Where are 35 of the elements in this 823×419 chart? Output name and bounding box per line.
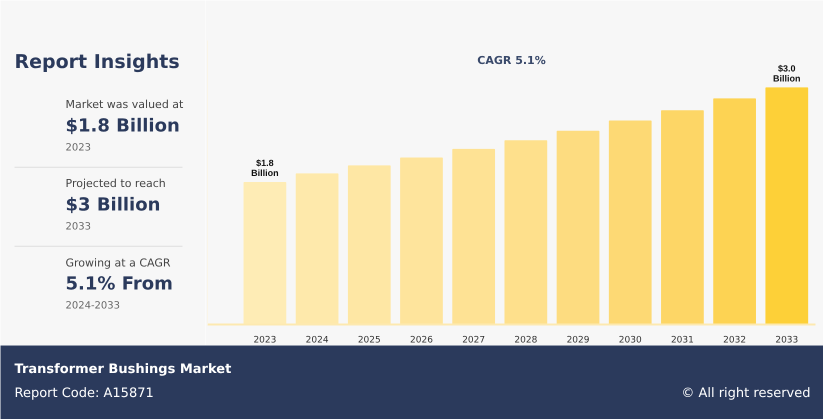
text: $1.8 Billion [66, 116, 180, 137]
bar [608, 120, 652, 324]
x-tick-label: 2025 [358, 336, 381, 346]
text: Projected to reach [66, 177, 166, 190]
bar [452, 148, 496, 324]
bar [765, 87, 808, 324]
data-label: $3.0 Billion [773, 64, 801, 84]
x-tick-label: 2023 [253, 336, 276, 346]
x-tick-label: 2024 [306, 336, 329, 346]
text: $3 Billion [66, 194, 160, 216]
x-tick-label: 2033 [775, 336, 798, 346]
x-tick-label: 2032 [723, 336, 746, 346]
text: 2023 [66, 142, 91, 154]
x-tick-label: 2029 [566, 336, 590, 346]
text: 2024-2033 [66, 300, 120, 312]
text: Market was valued at [66, 98, 184, 112]
x-tick-label: 2031 [670, 336, 694, 346]
text: Report Insights [14, 50, 180, 73]
bar [713, 98, 756, 324]
bar [504, 140, 548, 324]
data-label: $1.8 Billion [251, 158, 279, 178]
x-tick-label: 2030 [618, 336, 642, 346]
text: 2033 [66, 222, 91, 233]
x-tick-label: 2026 [410, 336, 434, 346]
text: © All right reserved [681, 386, 811, 401]
x-tick-label: 2027 [462, 336, 486, 346]
text: Report Code: A15871 [14, 386, 154, 401]
text: Transformer Bushings Market [14, 362, 232, 377]
bar [400, 158, 443, 324]
x-tick-label: 2028 [514, 336, 538, 346]
bar [556, 130, 600, 324]
text: 5.1% From [66, 274, 173, 295]
text: CAGR 5.1% [477, 54, 546, 67]
bar [661, 110, 704, 324]
text: Growing at a CAGR [66, 256, 171, 270]
